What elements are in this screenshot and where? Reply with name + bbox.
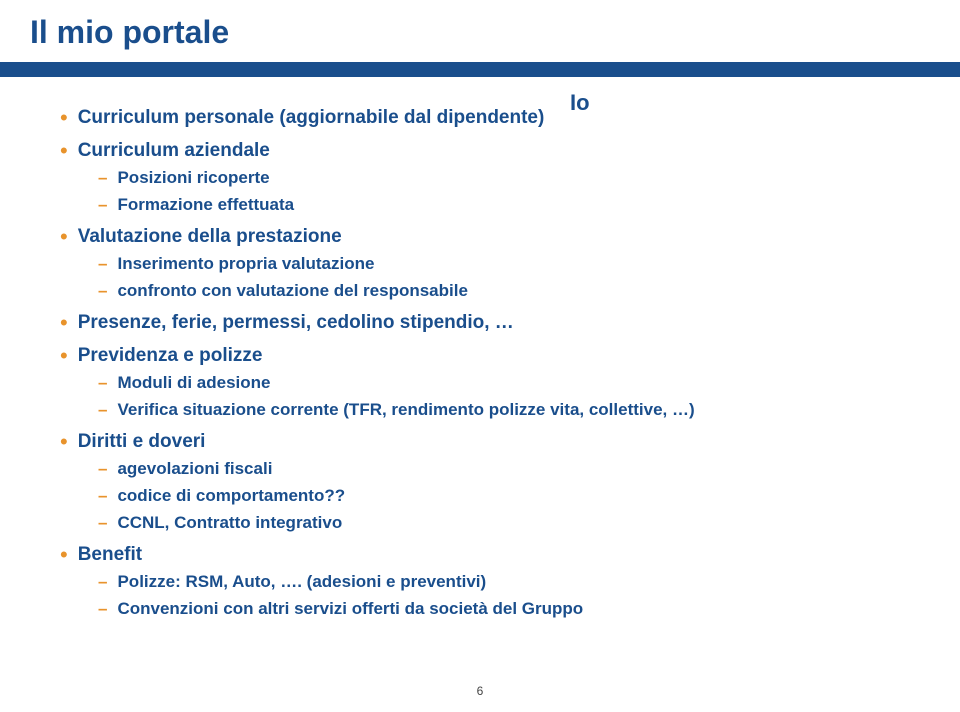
sub-list-item: –Posizioni ricoperte [98,166,920,189]
sub-list-item-label: CCNL, Contratto integrativo [117,511,342,534]
sub-list-item-label: Convenzioni con altri servizi offerti da… [117,597,583,620]
list-item-label: Diritti e doveri [78,429,206,454]
dash-icon: – [98,166,107,189]
sub-list-item: –Polizze: RSM, Auto, …. (adesioni e prev… [98,570,920,593]
dash-icon: – [98,457,107,480]
list-item-label: Curriculum aziendale [78,138,270,163]
dash-icon: – [98,252,107,275]
sub-list: –agevolazioni fiscali–codice di comporta… [98,457,920,534]
bullet-icon: • [60,542,68,567]
bullet-icon: • [60,138,68,163]
sub-list-item-label: Moduli di adesione [117,371,270,394]
sub-list-item-label: confronto con valutazione del responsabi… [117,279,467,302]
sub-list: –Moduli di adesione–Verifica situazione … [98,371,920,421]
dash-icon: – [98,597,107,620]
sub-list-item: –codice di comportamento?? [98,484,920,507]
list-item: • Curriculum personale (aggiornabile dal … [60,105,920,130]
sub-list-item-label: Verifica situazione corrente (TFR, rendi… [117,398,694,421]
bullet-icon: • [60,343,68,368]
list-item-label: Previdenza e polizze [78,343,263,368]
bullet-list: • Curriculum personale (aggiornabile dal … [60,105,920,620]
dash-icon: – [98,279,107,302]
dash-icon: – [98,193,107,216]
bullet-icon: • [60,105,68,130]
dash-icon: – [98,398,107,421]
sub-list-item-label: Posizioni ricoperte [117,166,269,189]
sub-list-item-label: Formazione effettuata [117,193,294,216]
sub-list-item-label: codice di comportamento?? [117,484,345,507]
sub-list-item: –Convenzioni con altri servizi offerti d… [98,597,920,620]
list-item: • Previdenza e polizze –Moduli di adesione… [60,343,920,421]
list-item-label: Valutazione della prestazione [78,224,342,249]
sub-list-item: –agevolazioni fiscali [98,457,920,480]
list-item-label: Curriculum personale (aggiornabile dal d… [78,105,545,130]
sub-list-item: –CCNL, Contratto integrativo [98,511,920,534]
slide-title: Il mio portale [30,14,229,51]
page-number: 6 [0,684,960,698]
bullet-icon: • [60,429,68,454]
sub-list-item-label: agevolazioni fiscali [117,457,272,480]
sub-list: –Polizze: RSM, Auto, …. (adesioni e prev… [98,570,920,620]
sub-list-item-label: Inserimento propria valutazione [117,252,374,275]
content-area: • Curriculum personale (aggiornabile dal … [60,105,920,628]
list-item-label: Presenze, ferie, permessi, cedolino stip… [78,310,514,335]
list-item: • Presenze, ferie, permessi, cedolino sti… [60,310,920,335]
bullet-icon: • [60,224,68,249]
sub-list-item: –Inserimento propria valutazione [98,252,920,275]
list-item: • Benefit –Polizze: RSM, Auto, …. (adesion… [60,542,920,620]
list-item: • Curriculum aziendale –Posizioni ricopert… [60,138,920,216]
sub-list: –Inserimento propria valutazione–confron… [98,252,920,302]
list-item: • Valutazione della prestazione –Inserimen… [60,224,920,302]
title-bar [0,62,960,77]
dash-icon: – [98,484,107,507]
dash-icon: – [98,511,107,534]
sub-list-item: –Verifica situazione corrente (TFR, rend… [98,398,920,421]
list-item-label: Benefit [78,542,142,567]
sub-list-item: –confronto con valutazione del responsab… [98,279,920,302]
sub-list-item: –Formazione effettuata [98,193,920,216]
dash-icon: – [98,371,107,394]
list-item: •Diritti e doveri–agevolazioni fiscali–c… [60,429,920,534]
dash-icon: – [98,570,107,593]
bullet-icon: • [60,310,68,335]
sub-list-item-label: Polizze: RSM, Auto, …. (adesioni e preve… [117,570,486,593]
sub-list: –Posizioni ricoperte–Formazione effettua… [98,166,920,216]
sub-list-item: –Moduli di adesione [98,371,920,394]
